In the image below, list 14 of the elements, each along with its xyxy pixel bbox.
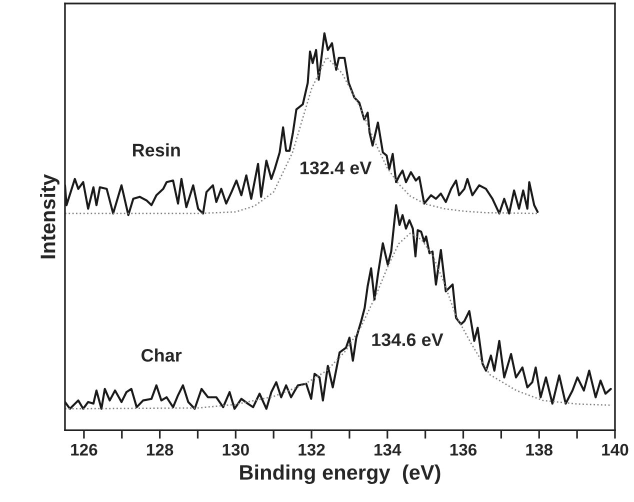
x-tick-label: 138 bbox=[526, 444, 553, 456]
x-tick-label: 130 bbox=[222, 444, 249, 456]
x-tick-label: 126 bbox=[71, 444, 98, 456]
series-label: Char bbox=[142, 348, 182, 362]
x-tick-label: 128 bbox=[146, 444, 174, 456]
x-tick-label: 132 bbox=[298, 444, 325, 456]
annotation: 134.6 eV bbox=[372, 333, 444, 346]
x-tick-label: 134 bbox=[374, 444, 402, 456]
annotation: 132.4 eV bbox=[300, 161, 372, 174]
x-tick-label: 140 bbox=[602, 444, 628, 456]
x-tick-label: 136 bbox=[450, 444, 477, 456]
series-label: Resin bbox=[133, 143, 180, 157]
x-axis-title: Binding energy (eV) bbox=[240, 464, 440, 484]
y-axis-title: Intensity bbox=[40, 174, 60, 258]
